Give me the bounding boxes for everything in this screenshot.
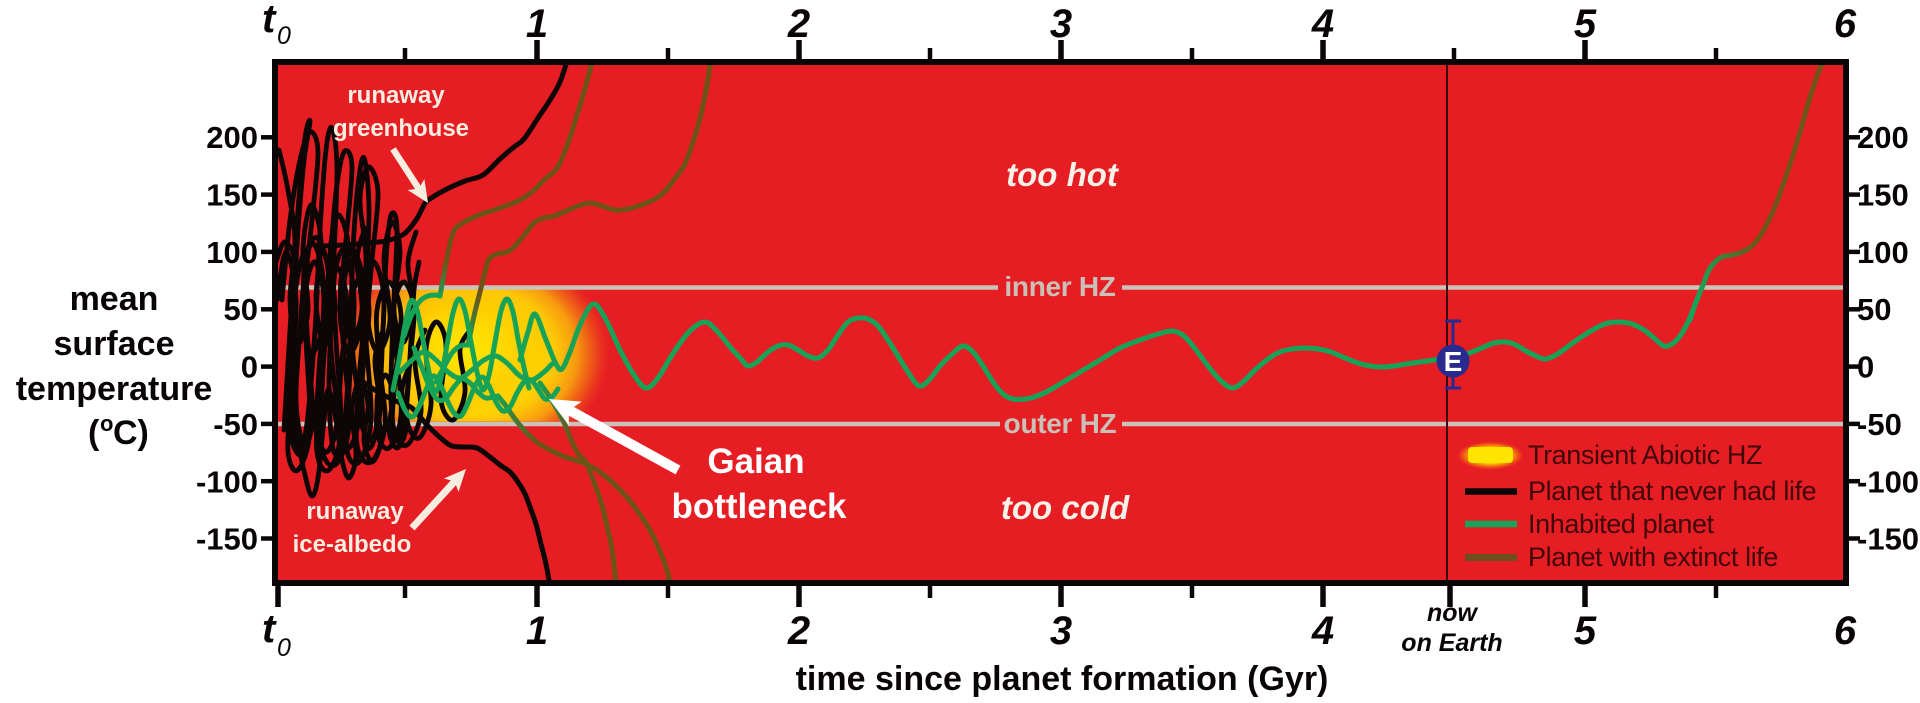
- svg-text:too hot: too hot: [1006, 156, 1120, 193]
- svg-text:(: (: [88, 414, 100, 452]
- svg-text:5: 5: [1574, 609, 1597, 653]
- svg-text:inner HZ: inner HZ: [1004, 271, 1115, 302]
- svg-text:0: 0: [1857, 350, 1874, 385]
- svg-text:-100: -100: [196, 465, 258, 500]
- svg-text:1: 1: [526, 2, 548, 46]
- svg-text:t: t: [262, 607, 277, 651]
- svg-text:4: 4: [1311, 2, 1334, 46]
- svg-text:mean: mean: [70, 280, 159, 318]
- svg-text:0: 0: [277, 22, 291, 50]
- svg-text:Inhabited planet: Inhabited planet: [1528, 509, 1715, 539]
- svg-text:o: o: [100, 411, 113, 436]
- svg-text:150: 150: [206, 178, 258, 213]
- svg-text:Transient Abiotic HZ: Transient Abiotic HZ: [1528, 440, 1762, 470]
- svg-text:-100: -100: [1857, 465, 1919, 500]
- svg-text:2: 2: [787, 609, 810, 653]
- svg-text:on Earth: on Earth: [1401, 629, 1502, 657]
- svg-text:2: 2: [787, 2, 810, 46]
- svg-text:150: 150: [1857, 178, 1909, 213]
- svg-text:bottleneck: bottleneck: [671, 487, 847, 526]
- svg-text:3: 3: [1050, 2, 1072, 46]
- svg-text:-50: -50: [1857, 407, 1902, 442]
- svg-text:1: 1: [526, 609, 548, 653]
- svg-text:4: 4: [1311, 609, 1334, 653]
- svg-text:outer HZ: outer HZ: [1004, 408, 1117, 439]
- svg-text:too cold: too cold: [1001, 489, 1130, 526]
- svg-text:-150: -150: [196, 522, 258, 557]
- svg-text:time since planet formation (G: time since planet formation (Gyr): [796, 660, 1329, 698]
- svg-text:3: 3: [1050, 609, 1072, 653]
- svg-text:0: 0: [241, 350, 258, 385]
- svg-text:-50: -50: [213, 407, 258, 442]
- svg-text:t: t: [262, 0, 277, 41]
- svg-text:surface: surface: [54, 325, 175, 363]
- svg-text:0: 0: [277, 634, 291, 662]
- svg-text:runaway: runaway: [347, 82, 445, 109]
- svg-text:C): C): [113, 414, 149, 452]
- svg-text:5: 5: [1574, 2, 1597, 46]
- svg-text:greenhouse: greenhouse: [333, 115, 469, 142]
- svg-text:6: 6: [1834, 609, 1857, 653]
- svg-text:ice-albedo: ice-albedo: [293, 531, 412, 558]
- svg-text:Planet with extinct life: Planet with extinct life: [1528, 542, 1778, 572]
- svg-text:E: E: [1444, 346, 1463, 377]
- svg-text:now: now: [1427, 599, 1479, 627]
- svg-text:6: 6: [1834, 2, 1857, 46]
- svg-text:runaway: runaway: [306, 498, 404, 525]
- svg-text:200: 200: [206, 120, 258, 155]
- svg-text:100: 100: [1857, 235, 1909, 270]
- svg-text:200: 200: [1857, 120, 1909, 155]
- svg-text:Planet that never had life: Planet that never had life: [1528, 476, 1816, 506]
- svg-text:Gaian: Gaian: [707, 442, 804, 481]
- svg-text:-150: -150: [1857, 522, 1919, 557]
- svg-text:100: 100: [206, 235, 258, 270]
- svg-text:50: 50: [1857, 292, 1891, 327]
- svg-text:50: 50: [224, 292, 258, 327]
- svg-text:temperature: temperature: [16, 370, 213, 408]
